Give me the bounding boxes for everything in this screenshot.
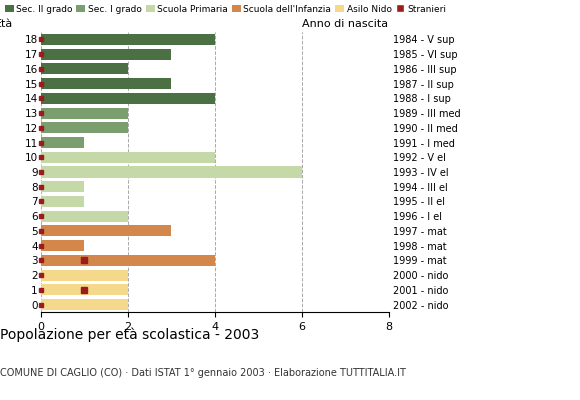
- Text: Anno di nascita: Anno di nascita: [303, 19, 389, 29]
- Text: Età: Età: [0, 19, 13, 29]
- Bar: [41, 196, 84, 207]
- Bar: [41, 211, 128, 222]
- Bar: [41, 240, 84, 251]
- Text: Popolazione per età scolastica - 2003: Popolazione per età scolastica - 2003: [0, 328, 259, 342]
- Bar: [41, 34, 215, 45]
- Bar: [41, 226, 171, 236]
- Bar: [41, 63, 128, 74]
- Bar: [41, 122, 128, 133]
- Bar: [41, 152, 215, 163]
- Bar: [41, 137, 84, 148]
- Bar: [41, 255, 215, 266]
- Bar: [41, 299, 128, 310]
- Text: COMUNE DI CAGLIO (CO) · Dati ISTAT 1° gennaio 2003 · Elaborazione TUTTITALIA.IT: COMUNE DI CAGLIO (CO) · Dati ISTAT 1° ge…: [0, 368, 406, 378]
- Bar: [41, 166, 302, 178]
- Bar: [41, 284, 128, 296]
- Bar: [41, 93, 215, 104]
- Bar: [41, 78, 171, 89]
- Bar: [41, 48, 171, 60]
- Bar: [41, 270, 128, 281]
- Bar: [41, 181, 84, 192]
- Legend: Sec. II grado, Sec. I grado, Scuola Primaria, Scuola dell'Infanzia, Asilo Nido, : Sec. II grado, Sec. I grado, Scuola Prim…: [5, 4, 446, 14]
- Bar: [41, 108, 128, 118]
